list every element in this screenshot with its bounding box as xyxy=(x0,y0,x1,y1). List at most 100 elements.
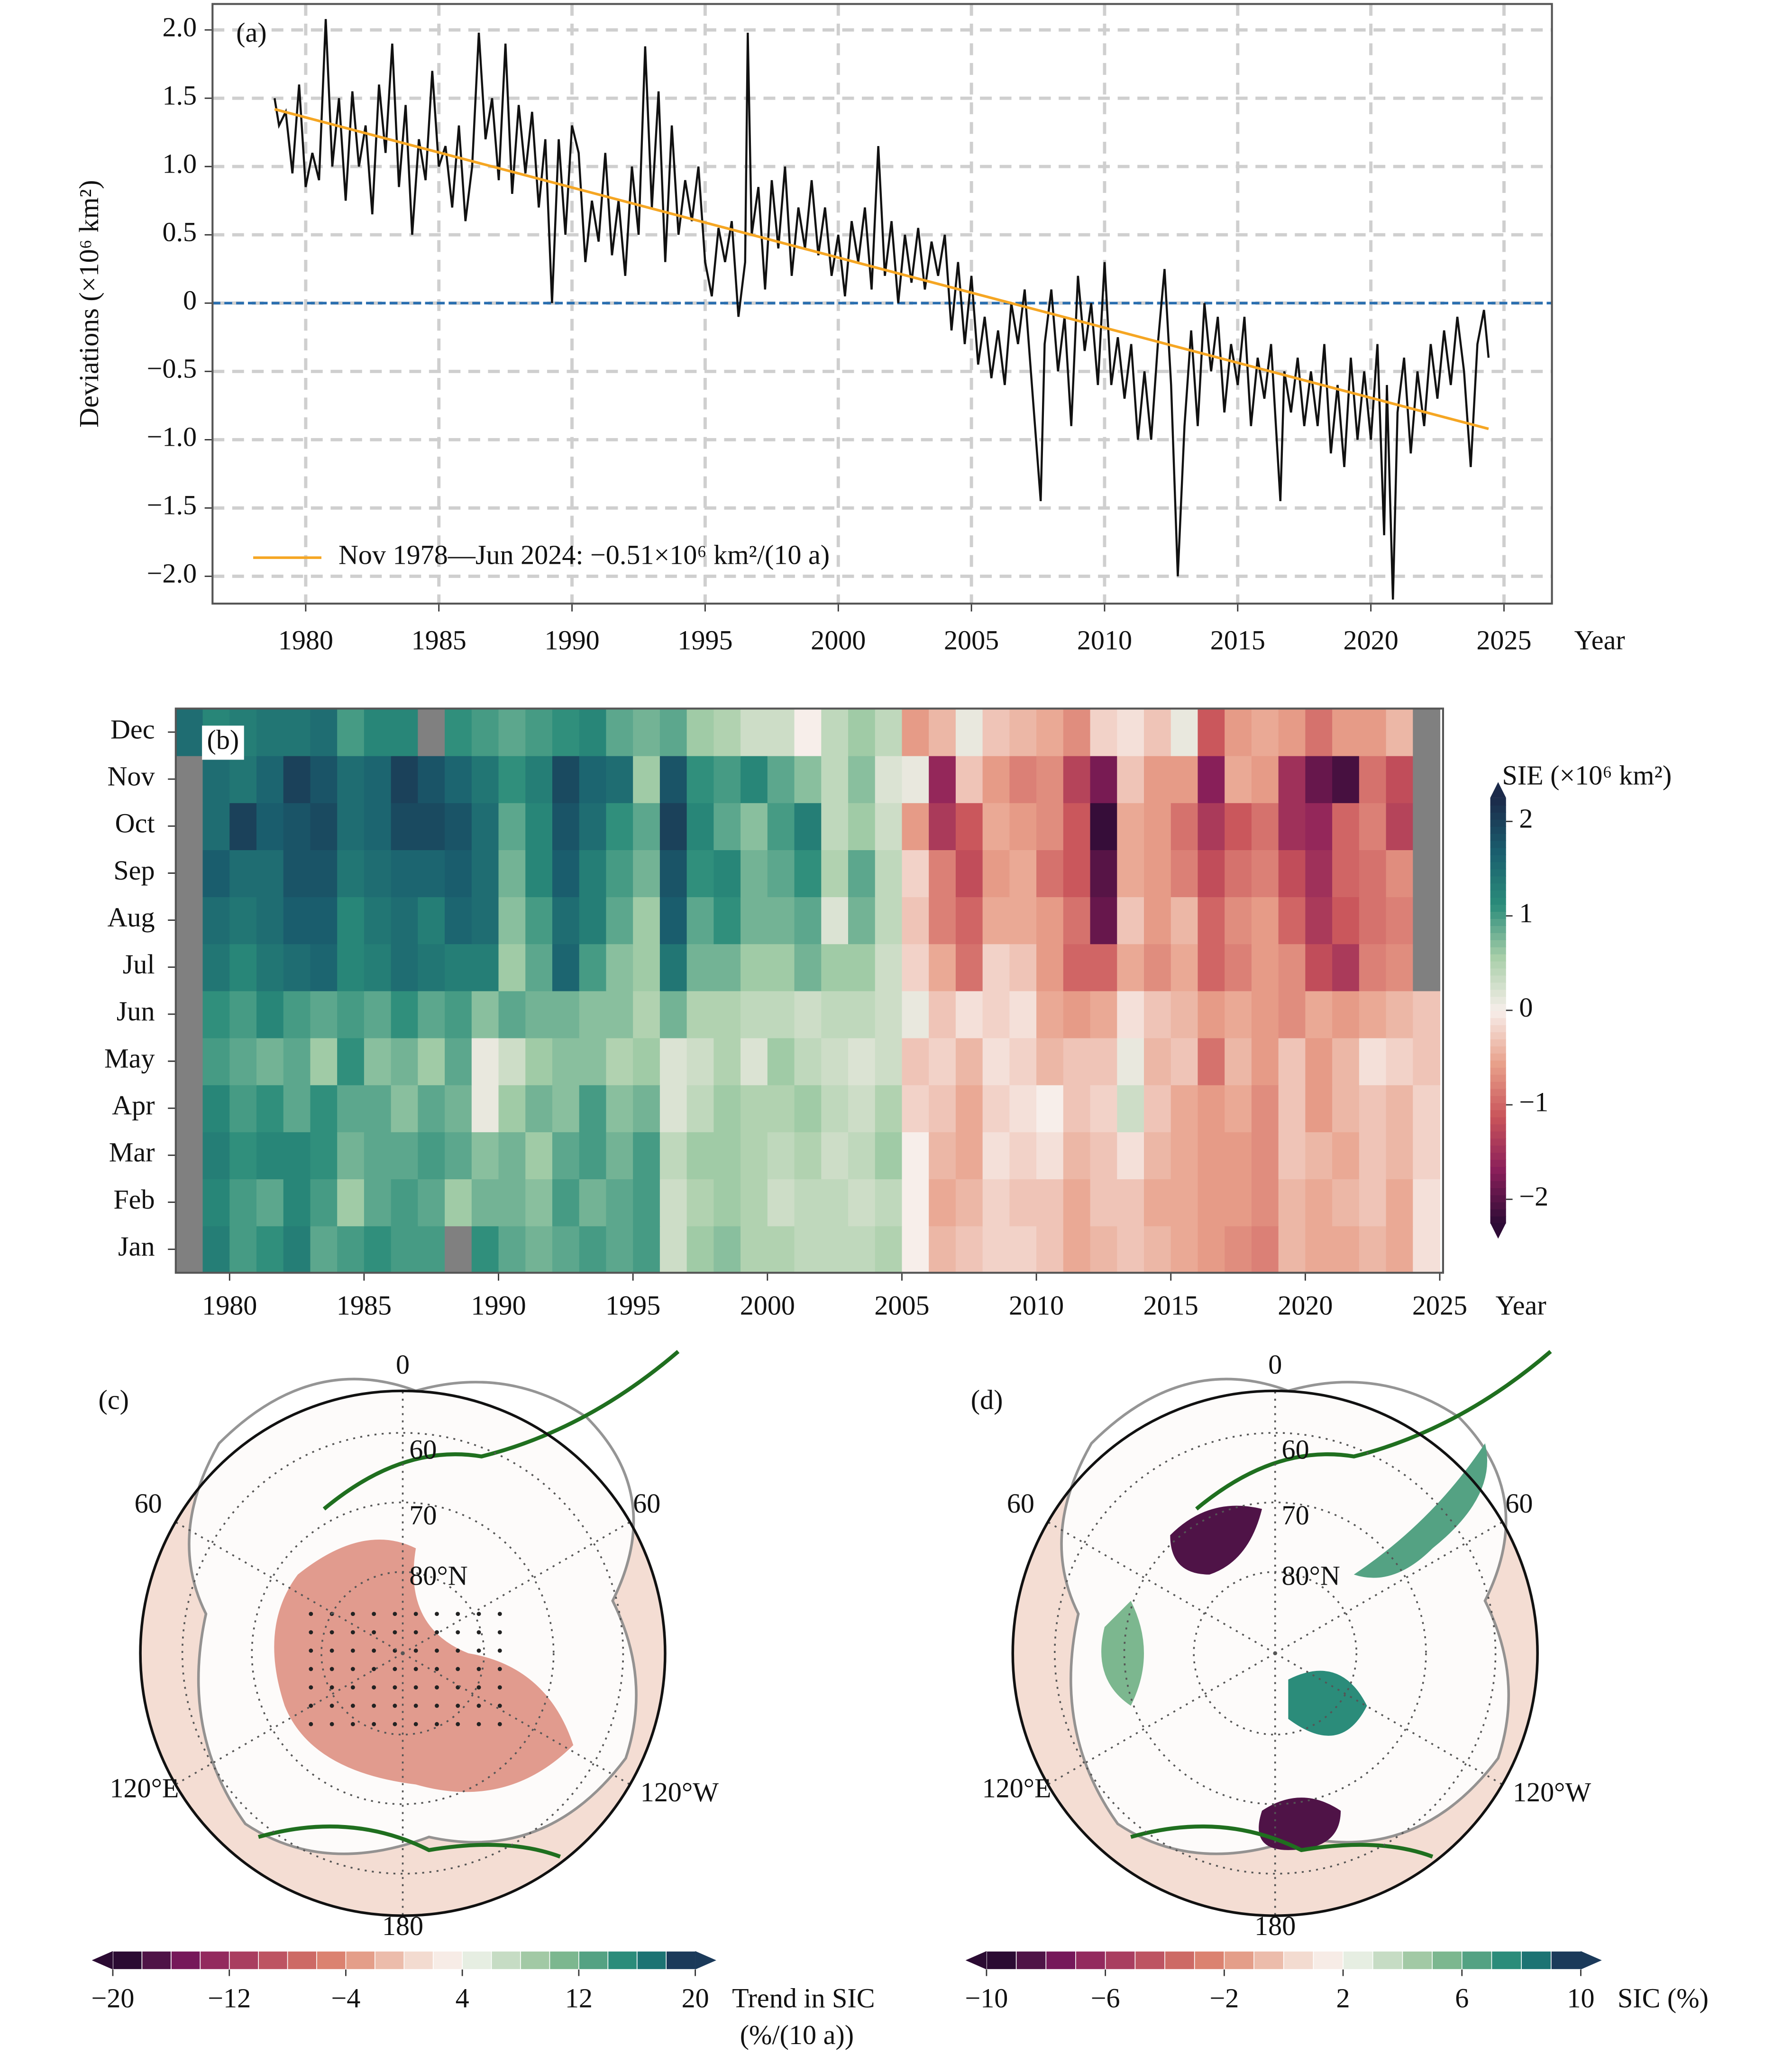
latitude-circle xyxy=(251,1501,555,1805)
heat-cell xyxy=(1278,944,1306,991)
heat-cell xyxy=(1170,897,1198,945)
colorbar-segment xyxy=(375,1951,405,1970)
colorbar-segment xyxy=(1105,1951,1136,1970)
heat-cell xyxy=(391,944,419,991)
heat-cell xyxy=(633,1131,661,1180)
colorbar-segment xyxy=(403,1951,434,1970)
heat-cell xyxy=(552,1037,580,1085)
heat-cell xyxy=(498,849,526,898)
meridian xyxy=(1047,1652,1276,1786)
colorbar-segment xyxy=(1253,1951,1285,1970)
heat-cell xyxy=(982,1178,1010,1227)
ice-edge xyxy=(1130,1824,1434,1859)
heat-cell xyxy=(229,1131,257,1180)
x-tick-label: 2015 xyxy=(1210,624,1265,655)
panel-label: (c) xyxy=(99,1385,129,1415)
colorbar-segment xyxy=(1490,1123,1506,1132)
heat-cell xyxy=(1359,1226,1387,1274)
heat-cell xyxy=(337,944,365,991)
heat-cell xyxy=(229,1084,257,1132)
heat-cell xyxy=(875,1037,903,1085)
colorbar-segment xyxy=(1075,1951,1106,1970)
heat-cell xyxy=(955,849,983,898)
heat-cell xyxy=(713,802,741,850)
heat-cell xyxy=(1413,1226,1441,1274)
colorbar-segment xyxy=(171,1951,201,1970)
heat-cell xyxy=(659,802,687,850)
heat-cell xyxy=(902,1131,930,1180)
heat-cell xyxy=(1386,802,1414,850)
heat-cell xyxy=(1225,802,1253,850)
heat-cell xyxy=(1090,944,1118,991)
heat-cell xyxy=(741,802,768,850)
heat-cell xyxy=(1198,849,1225,898)
colorbar-segment xyxy=(636,1951,667,1970)
heat-cell xyxy=(1251,1226,1279,1274)
heat-cell xyxy=(471,1226,499,1274)
colorbar-tick-label: 6 xyxy=(1455,1982,1469,2013)
map-stipple xyxy=(435,1648,439,1653)
heat-cell xyxy=(1332,849,1360,898)
longitude-label: 180 xyxy=(382,1910,423,1941)
heat-cell xyxy=(659,755,687,803)
colorbar-segment xyxy=(520,1951,551,1970)
heat-cell xyxy=(659,1037,687,1085)
heat-cell xyxy=(552,1131,580,1180)
heat-cell xyxy=(1063,897,1091,945)
colorbar-segment xyxy=(1015,1951,1047,1970)
heat-cell xyxy=(1090,897,1118,945)
x-axis-label: Year xyxy=(1496,1290,1546,1321)
colorbar-label: SIE (×10⁶ km²) xyxy=(1502,760,1672,790)
ice-edge xyxy=(322,1350,680,1511)
heat-cell xyxy=(175,1131,203,1180)
map-stipple xyxy=(435,1704,439,1708)
map-stipple xyxy=(350,1648,355,1653)
colorbar-segment xyxy=(1490,982,1506,990)
map-stipple xyxy=(476,1630,481,1634)
heat-cell xyxy=(445,708,472,756)
heat-cell xyxy=(633,802,661,850)
heat-cell xyxy=(902,802,930,850)
heat-cell xyxy=(202,802,230,850)
heat-cell xyxy=(955,1178,983,1227)
heat-cell xyxy=(1144,1178,1171,1227)
heat-cell xyxy=(498,755,526,803)
heat-cell xyxy=(767,1226,795,1274)
heat-cell xyxy=(848,897,876,945)
map-stipple xyxy=(413,1685,418,1690)
heat-cell xyxy=(606,849,634,898)
colorbar-segment xyxy=(1490,946,1506,954)
heat-cell xyxy=(1225,944,1253,991)
heat-cell xyxy=(606,1131,634,1180)
heat-cell xyxy=(418,944,446,991)
colorbar-segment xyxy=(1490,1038,1506,1046)
heat-cell xyxy=(337,897,365,945)
heat-cell xyxy=(929,708,957,756)
heat-cell xyxy=(498,991,526,1038)
heat-cell xyxy=(1170,802,1198,850)
heat-cell xyxy=(1170,991,1198,1038)
heat-cell xyxy=(1009,1178,1037,1227)
heat-cell xyxy=(1386,944,1414,991)
heat-cell xyxy=(1359,991,1387,1038)
heat-cell xyxy=(1386,1037,1414,1085)
heat-cell xyxy=(391,897,419,945)
heat-cell xyxy=(686,897,714,945)
panel-label-box xyxy=(202,725,244,760)
heat-cell xyxy=(1198,944,1225,991)
heat-cell xyxy=(633,755,661,803)
heat-cell xyxy=(1090,991,1118,1038)
colorbar-segment xyxy=(1490,840,1506,848)
heat-cell xyxy=(1305,1178,1333,1227)
y-tick-label: −2.0 xyxy=(147,558,197,589)
heat-cell xyxy=(525,1084,553,1132)
heat-cell xyxy=(848,708,876,756)
heat-cell xyxy=(579,1084,607,1132)
heat-cell xyxy=(794,849,822,898)
colorbar-segment xyxy=(1490,833,1506,841)
heat-cell xyxy=(445,897,472,945)
heat-cell xyxy=(283,802,311,850)
heat-cell xyxy=(579,1131,607,1180)
panel-label: (b) xyxy=(207,725,239,755)
heat-cell xyxy=(175,944,203,991)
